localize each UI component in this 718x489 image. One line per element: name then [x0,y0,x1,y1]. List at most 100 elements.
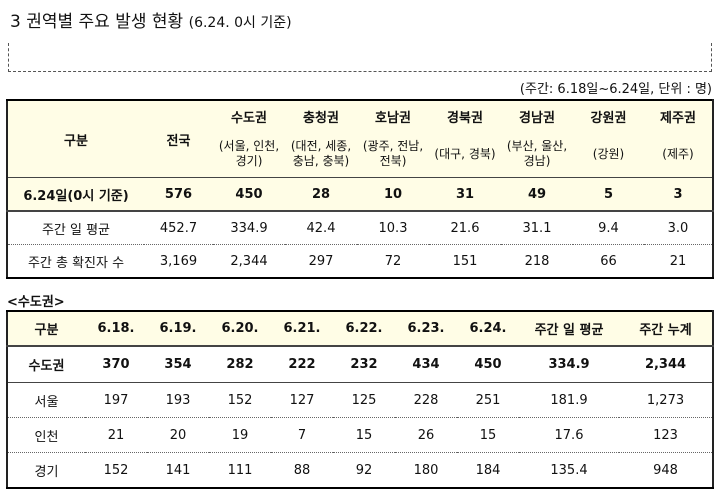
header-gubun: 구분 [6,99,144,178]
cell: 1,273 [619,382,714,418]
cell: 193 [147,382,209,418]
cell: 경기 [6,452,85,489]
regional-table: 구분 전국 수도권 충청권 호남권 경북권 경남권 강원권 제주권 (서울, 인… [6,99,714,279]
cell: 181.9 [519,382,619,418]
region-detail: (제주) [644,131,714,178]
cell: 251 [457,382,519,418]
cell: 354 [147,346,209,383]
cell: 72 [357,244,429,279]
unit-note: (주간: 6.18일~6.24일, 단위 : 명) [519,82,712,97]
header-cell: 6.21. [271,310,333,347]
cell: 180 [395,452,457,489]
header-cell: 주간 누계 [619,310,714,347]
cell: 127 [271,382,333,418]
header-cell: 주간 일 평균 [519,310,619,347]
cell: 15 [333,417,395,453]
cell: 232 [333,346,395,383]
region-detail: (대전, 세종, 충남, 충북) [285,131,357,178]
capital-table: 구분 6.18. 6.19. 6.20. 6.21. 6.22. 6.23. 6… [6,310,714,489]
region-name: 충청권 [285,99,357,131]
cell: 수도권 [6,346,85,383]
dashed-box [8,43,712,72]
cell: 151 [429,244,501,279]
cell: 7 [271,417,333,453]
region-detail: (대구, 경북) [429,131,501,178]
table-row: 6.24일(0시 기준) 576 450 28 10 31 49 5 3 [6,177,714,212]
cell: 370 [85,346,147,383]
cell: 123 [619,417,714,453]
table-row: 경기 152 141 111 88 92 180 184 135.4 948 [6,452,714,489]
cell: 9.4 [573,211,644,245]
cell: 92 [333,452,395,489]
cell: 125 [333,382,395,418]
region-name: 경북권 [429,99,501,131]
header-cell: 6.19. [147,310,209,347]
region-detail: (강원) [573,131,644,178]
cell: 28 [285,177,357,212]
cell: 948 [619,452,714,489]
header-cell: 6.22. [333,310,395,347]
cell: 152 [85,452,147,489]
cell: 21 [85,417,147,453]
cell-national: 3,169 [144,244,213,279]
cell-national: 576 [144,177,213,212]
cell: 26 [395,417,457,453]
region-detail: (서울, 인천, 경기) [213,131,285,178]
header-national: 전국 [144,99,213,178]
header-row: 구분 6.18. 6.19. 6.20. 6.21. 6.22. 6.23. 6… [6,310,714,347]
cell: 21 [644,244,714,279]
region-name: 제주권 [644,99,714,131]
section-title: 3 권역별 주요 발생 현황 (6.24. 0시 기준) [10,7,292,32]
cell: 31.1 [501,211,573,245]
cell: 88 [271,452,333,489]
region-name: 강원권 [573,99,644,131]
cell: 297 [285,244,357,279]
cell: 334.9 [519,346,619,383]
cell: 450 [457,346,519,383]
header-cell: 구분 [6,310,85,347]
cell: 434 [395,346,457,383]
cell: 2,344 [213,244,285,279]
cell: 141 [147,452,209,489]
table-row: 서울 197 193 152 127 125 228 251 181.9 1,2… [6,382,714,418]
cell: 197 [85,382,147,418]
cell: 10 [357,177,429,212]
cell: 3 [644,177,714,212]
cell: 인천 [6,417,85,453]
table-row: 인천 21 20 19 7 15 26 15 17.6 123 [6,417,714,453]
cell: 450 [213,177,285,212]
title-basis: (6.24. 0시 기준) [188,15,292,31]
cell: 334.9 [213,211,285,245]
cell: 21.6 [429,211,501,245]
region-name: 수도권 [213,99,285,131]
header-cell: 6.20. [209,310,271,347]
capital-section-title: <수도권> [7,295,65,310]
region-name: 경남권 [501,99,573,131]
cell: 218 [501,244,573,279]
cell: 66 [573,244,644,279]
header-cell: 6.23. [395,310,457,347]
cell: 42.4 [285,211,357,245]
table-row: 주간 일 평균 452.7 334.9 42.4 10.3 21.6 31.1 … [6,211,714,245]
header-cell: 6.24. [457,310,519,347]
row-label: 주간 일 평균 [6,211,144,245]
cell: 282 [209,346,271,383]
cell: 2,344 [619,346,714,383]
cell: 20 [147,417,209,453]
cell: 15 [457,417,519,453]
cell: 17.6 [519,417,619,453]
cell: 184 [457,452,519,489]
cell: 19 [209,417,271,453]
cell: 111 [209,452,271,489]
cell: 152 [209,382,271,418]
cell: 3.0 [644,211,714,245]
region-name: 호남권 [357,99,429,131]
cell: 222 [271,346,333,383]
row-label: 6.24일(0시 기준) [6,177,144,212]
cell: 5 [573,177,644,212]
cell-national: 452.7 [144,211,213,245]
cell: 31 [429,177,501,212]
cell: 서울 [6,382,85,418]
region-detail: (부산, 울산, 경남) [501,131,573,178]
cell: 10.3 [357,211,429,245]
